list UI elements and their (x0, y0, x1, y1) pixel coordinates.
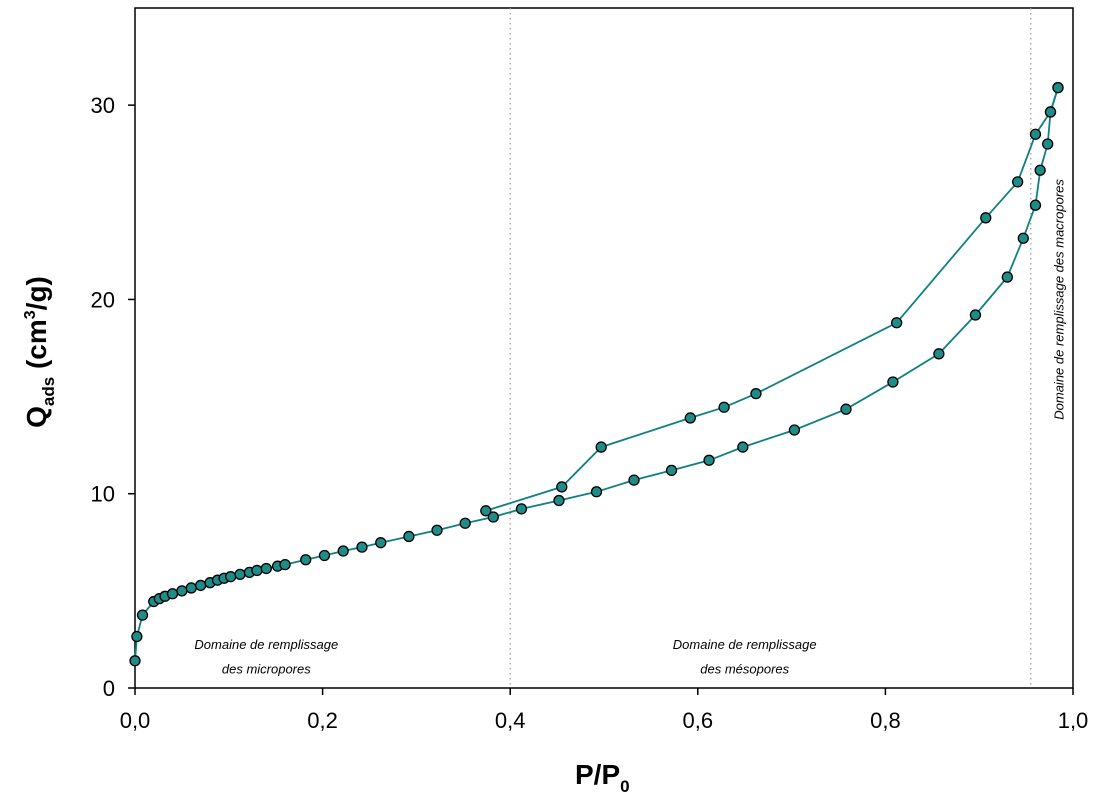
adsorption-point (840, 403, 852, 415)
y-tick-label: 10 (91, 482, 115, 507)
adsorption-point (887, 376, 899, 388)
adsorption-point (590, 486, 603, 498)
adsorption-point (403, 530, 415, 543)
adsorption-point (1034, 164, 1046, 176)
region-annotation-0-line2: des micropores (222, 661, 311, 676)
adsorption-point (176, 585, 188, 597)
x-tick-label: 0,6 (683, 708, 714, 733)
desorption-point (1012, 176, 1024, 188)
adsorption-point (375, 537, 387, 549)
adsorption-point (553, 494, 565, 507)
adsorption-point (703, 454, 715, 466)
adsorption-point (665, 464, 678, 477)
x-axis-title-subscript: 0 (620, 777, 629, 796)
adsorption-point (337, 545, 349, 557)
adsorption-point (251, 564, 263, 577)
region-annotation-1-line2: des mésopores (700, 661, 789, 676)
desorption-point (556, 481, 568, 493)
desorption-point (1052, 82, 1064, 94)
y-axis-title-subscript: ads (39, 377, 58, 406)
adsorption-point (260, 562, 272, 575)
adsorption-point (356, 541, 368, 553)
adsorption-point (136, 609, 149, 621)
x-tick-label: 0,4 (495, 708, 526, 733)
y-axis-title-main: Q (21, 406, 52, 428)
y-tick-label: 20 (91, 287, 115, 312)
x-tick-label: 1,0 (1058, 708, 1089, 733)
y-axis-title: Qads (cm3/g) (21, 276, 58, 428)
adsorption-point (234, 568, 246, 580)
region-annotation-0-line1: Domaine de remplissage (194, 637, 338, 652)
y-axis-title-unit: (cm (21, 319, 52, 377)
desorption-point (1044, 106, 1057, 118)
adsorption-point (185, 582, 197, 594)
adsorption-point (788, 424, 801, 436)
y-axis-title-superscript: 3 (22, 310, 39, 319)
x-axis-title-main: P/P (575, 759, 620, 790)
adsorption-point (225, 571, 237, 583)
region-annotation-2: Domaine de remplissage des macropores (1052, 179, 1067, 420)
adsorption-point (195, 579, 207, 592)
adsorption-point (515, 503, 528, 515)
adsorption-point (166, 588, 179, 600)
adsorption-line (134, 87, 1059, 661)
x-tick-label: 0,0 (120, 708, 151, 733)
adsorption-point (1017, 232, 1029, 244)
x-tick-label: 0,2 (307, 708, 338, 733)
plot-frame (134, 7, 1074, 689)
desorption-point (684, 412, 696, 424)
desorption-point (980, 212, 992, 224)
adsorption-point (737, 441, 749, 453)
desorption-point (891, 317, 903, 329)
desorption-line (485, 87, 1059, 512)
y-tick-label: 0 (103, 676, 115, 701)
adsorption-point (131, 630, 143, 643)
adsorption-point (1029, 199, 1042, 211)
adsorption-point (279, 558, 291, 571)
adsorption-point (1001, 271, 1013, 283)
adsorption-point (129, 655, 141, 667)
adsorption-point (969, 309, 982, 321)
desorption-point (1029, 128, 1042, 140)
y-axis-title-unit-end: /g) (21, 276, 52, 310)
y-tick-label: 30 (91, 93, 115, 118)
desorption-point (595, 441, 607, 453)
adsorption-point (933, 348, 945, 360)
x-axis-title: P/P0 (575, 759, 630, 796)
adsorption-point (628, 474, 640, 486)
adsorption-point (1042, 138, 1054, 150)
adsorption-point (459, 517, 471, 529)
adsorption-point (487, 511, 499, 523)
adsorption-point (431, 524, 443, 536)
adsorption-point (300, 554, 312, 566)
desorption-point (750, 388, 762, 400)
x-tick-label: 0,8 (870, 708, 901, 733)
desorption-point (480, 505, 492, 517)
region-annotation-1-line1: Domaine de remplissage (673, 637, 817, 652)
adsorption-point (318, 549, 331, 562)
desorption-point (718, 401, 730, 413)
